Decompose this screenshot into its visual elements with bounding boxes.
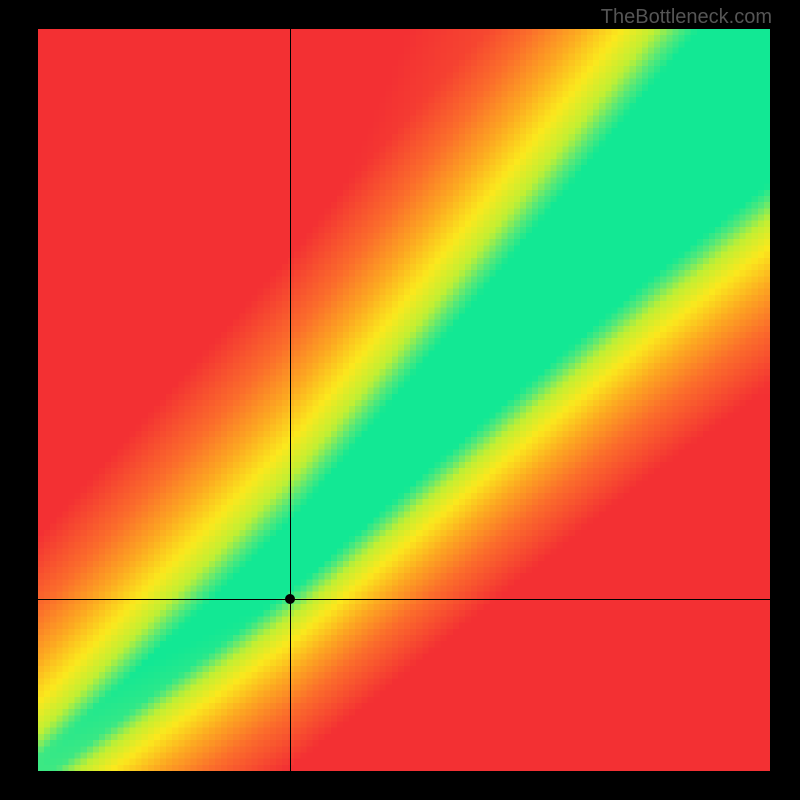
heatmap-canvas [38,29,770,771]
chart-container: TheBottleneck.com [0,0,800,800]
crosshair-vertical-line [290,29,291,771]
crosshair-horizontal-line [38,599,770,600]
watermark-text: TheBottleneck.com [601,6,772,29]
marker-dot [285,594,295,604]
heatmap-plot-area [38,29,770,771]
